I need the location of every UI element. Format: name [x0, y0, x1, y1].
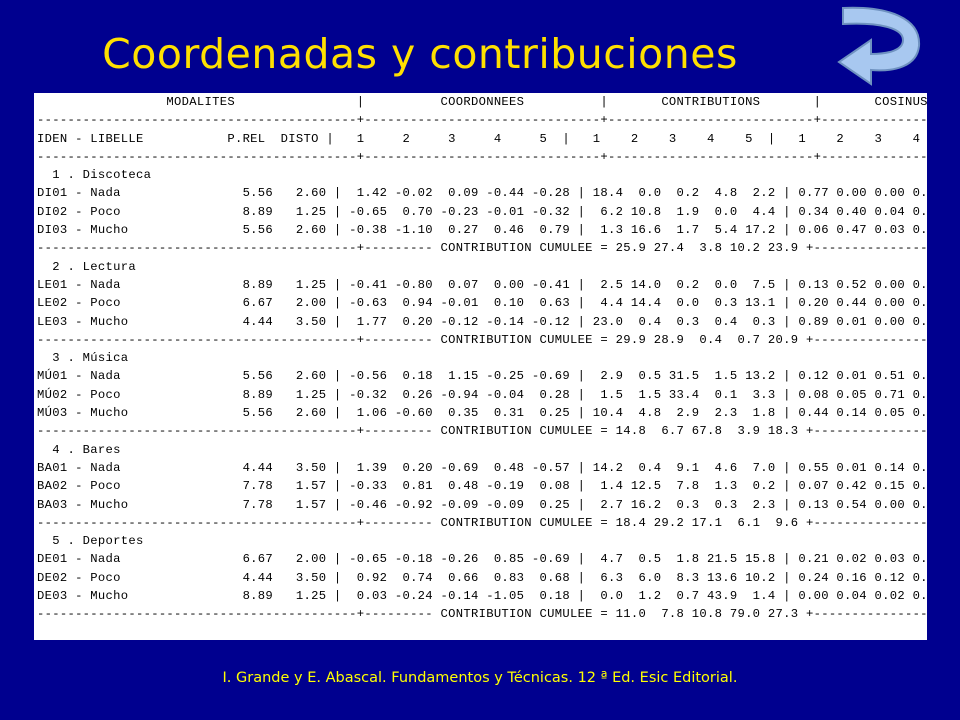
separator-line: ----------------------------------------…	[37, 149, 927, 164]
table-row: DI03 - Mucho 5.56 2.60 | -0.38 -1.10 0.2…	[37, 223, 927, 238]
cumulative-contribution-row: ----------------------------------------…	[37, 607, 927, 622]
slide-title: Coordenadas y contribuciones	[102, 30, 738, 78]
table-row: LE01 - Nada 8.89 1.25 | -0.41 -0.80 0.07…	[37, 277, 927, 292]
table-header-row: MODALITES | COORDONNEES | CONTRIBUTIONS …	[37, 95, 927, 109]
cumulative-contribution-row: ----------------------------------------…	[37, 424, 927, 439]
table-row: DE01 - Nada 6.67 2.00 | -0.65 -0.18 -0.2…	[37, 552, 927, 567]
variable-group-heading: 3 . Música	[37, 351, 129, 366]
coordinates-contributions-table: MODALITES | COORDONNEES | CONTRIBUTIONS …	[34, 93, 927, 640]
table-row: MÚ03 - Mucho 5.56 2.60 | 1.06 -0.60 0.35…	[37, 406, 927, 421]
table-row: BA02 - Poco 7.78 1.57 | -0.33 0.81 0.48 …	[37, 479, 927, 494]
results-panel: MODALITES | COORDONNEES | CONTRIBUTIONS …	[34, 93, 927, 640]
variable-group-heading: 1 . Discoteca	[37, 168, 152, 183]
table-row: MÚ02 - Poco 8.89 1.25 | -0.32 0.26 -0.94…	[37, 387, 927, 402]
table-row: BA03 - Mucho 7.78 1.57 | -0.46 -0.92 -0.…	[37, 497, 927, 512]
variable-group-heading: 4 . Bares	[37, 442, 121, 457]
variable-group-heading: 2 . Lectura	[37, 259, 136, 274]
separator-line: ----------------------------------------…	[37, 113, 927, 128]
table-row: DE02 - Poco 4.44 3.50 | 0.92 0.74 0.66 0…	[37, 570, 927, 585]
table-row: MÚ01 - Nada 5.56 2.60 | -0.56 0.18 1.15 …	[37, 369, 927, 384]
variable-group-heading: 5 . Deportes	[37, 534, 144, 549]
table-row: BA01 - Nada 4.44 3.50 | 1.39 0.20 -0.69 …	[37, 460, 927, 475]
table-row: DE03 - Mucho 8.89 1.25 | 0.03 -0.24 -0.1…	[37, 589, 927, 604]
table-row: LE03 - Mucho 4.44 3.50 | 1.77 0.20 -0.12…	[37, 314, 927, 329]
cumulative-contribution-row: ----------------------------------------…	[37, 515, 927, 530]
table-row: DI01 - Nada 5.56 2.60 | 1.42 -0.02 0.09 …	[37, 186, 927, 201]
cumulative-contribution-row: ----------------------------------------…	[37, 241, 927, 256]
citation-footer: I. Grande y E. Abascal. Fundamentos y Té…	[222, 670, 738, 686]
curved-back-arrow-icon[interactable]	[833, 4, 925, 94]
table-header-row: IDEN - LIBELLE P.REL DISTO | 1 2 3 4 5 |…	[37, 131, 927, 146]
table-row: DI02 - Poco 8.89 1.25 | -0.65 0.70 -0.23…	[37, 204, 927, 219]
table-row: LE02 - Poco 6.67 2.00 | -0.63 0.94 -0.01…	[37, 296, 927, 311]
cumulative-contribution-row: ----------------------------------------…	[37, 332, 927, 347]
